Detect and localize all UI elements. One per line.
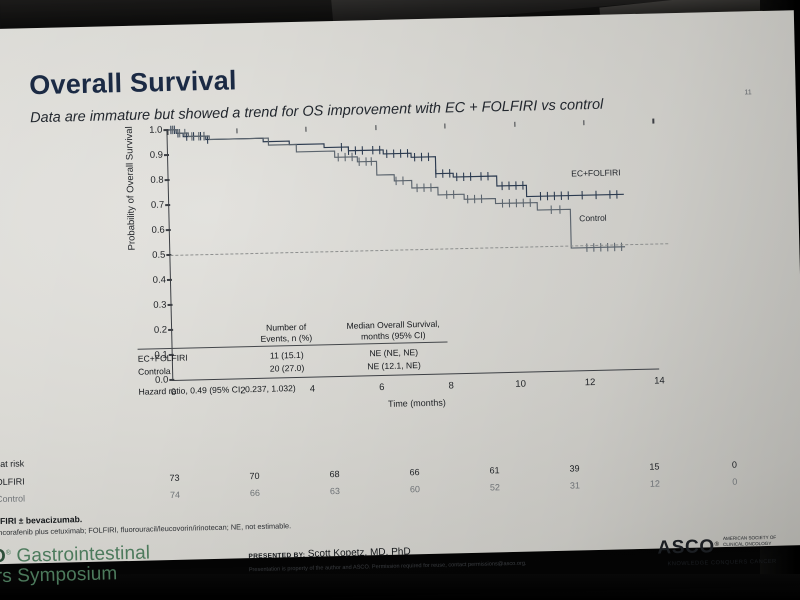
conference-logo-word: Gastrointestinal: [16, 542, 151, 567]
y-axis-title: Probability of Overall Survival: [123, 126, 138, 251]
at-risk-row-label: EC+FOLFIRI: [0, 476, 25, 488]
at-risk-value: 60: [409, 484, 421, 495]
curve-label-control: Control: [579, 212, 607, 224]
stats-table: Number of Events, n (%) Median Overall S…: [137, 318, 449, 397]
x-axis-title: Time (months): [387, 397, 446, 409]
curve-label-ecfolfiri: EC+FOLFIRI: [571, 167, 621, 179]
at-risk-value: 61: [489, 465, 500, 476]
x-axis-tick-mark: [444, 123, 446, 129]
y-axis-tick-label: 1.0: [149, 124, 163, 136]
x-axis-tick-mark: [375, 125, 377, 131]
censor-marks-control: [171, 125, 623, 252]
stats-header-events: Number of Events, n (%): [233, 321, 339, 345]
footnote-primary-text: FOLFIRI ± bevacizumab.: [0, 514, 83, 527]
at-risk-value: 39: [569, 463, 580, 474]
slide-content: Overall Survival Data are immature but s…: [0, 10, 800, 587]
y-axis-tick-mark: [163, 154, 169, 156]
projected-slide: Overall Survival Data are immature but s…: [0, 10, 800, 588]
conference-logo: SCO® Gastrointestinal ncers Symposium: [0, 542, 151, 588]
x-axis-tick-label: 14: [654, 375, 665, 387]
at-risk-row-label: Control: [0, 493, 26, 505]
y-axis-tick-label: 0.8: [150, 174, 164, 186]
x-axis-tick-mark: [652, 118, 654, 124]
y-axis-tick-label: 0.4: [152, 274, 167, 286]
y-axis-tick-mark: [164, 204, 170, 206]
y-axis-tick-label: 0.3: [153, 299, 167, 311]
at-risk-value: 70: [249, 470, 260, 482]
at-risk-value: 63: [329, 486, 341, 497]
x-axis-tick-mark: [513, 121, 516, 127]
stats-header-events-l2: Events, n (%): [260, 332, 313, 344]
y-axis-tick-label: 0.7: [150, 199, 165, 211]
x-axis-tick-mark: [166, 129, 169, 136]
floor-shadow: [0, 574, 800, 600]
y-axis-tick-label: 0.6: [151, 224, 165, 236]
footnote-primary: aFOLFIRI ± bevacizumab.: [0, 514, 82, 526]
y-axis-tick-mark: [167, 304, 173, 306]
at-risk-value: 0: [732, 476, 738, 487]
at-risk-title: No. at risk: [0, 458, 25, 470]
y-axis-tick-mark: [165, 229, 171, 231]
at-risk-value: 66: [249, 487, 261, 499]
y-axis-tick-mark: [164, 179, 170, 181]
at-risk-value: 0: [731, 459, 738, 470]
stats-median-os: NE (12.1, NE): [367, 360, 421, 372]
stats-header-median-l1: Median Overall Survival,: [346, 318, 440, 331]
registered-mark-icon: ®: [5, 549, 12, 557]
stats-arm: Controla: [137, 365, 171, 377]
x-axis-tick-mark: [305, 126, 307, 132]
y-axis-tick-mark: [166, 279, 172, 281]
at-risk-table: No. at risk EC+FOLFIRI Control 73 70 68 66 6…: [0, 442, 737, 504]
stats-header-blank: [137, 324, 233, 348]
asco-subtitle: AMERICAN SOCIETY OF CLINICAL ONCOLOGY: [723, 535, 777, 548]
at-risk-value: 73: [169, 472, 180, 484]
plot-area: Time (months) 0.0 0.1 0.2 0.3 0.4 0.5 0.6 0.7 0.…: [149, 118, 669, 409]
survival-curves: [167, 125, 626, 252]
x-axis-tick-label: 8: [448, 380, 455, 392]
page-title: Overall Survival: [28, 65, 237, 101]
y-axis-tick-label: 0.9: [149, 149, 164, 161]
at-risk-value: 52: [489, 482, 501, 493]
at-risk-value: 74: [169, 489, 181, 501]
km-chart: Probability of Overall Survival Time (mo…: [106, 118, 669, 409]
stats-header-events-l1: Number of: [265, 321, 307, 333]
censor-marks-ecfolfiri: [170, 125, 618, 201]
hazard-ratio: Hazard ratio, 0.49 (95% CI, 0.237, 1.032…: [138, 383, 296, 398]
x-axis-tick-label: 10: [515, 378, 527, 390]
stats-header-median-l2: months (95% CI): [360, 329, 426, 342]
at-risk-value: 12: [649, 478, 661, 489]
x-axis-tick-label: 12: [584, 376, 596, 389]
slide-number: 11: [744, 89, 752, 97]
at-risk-value: 66: [409, 467, 420, 478]
asco-logo-main: ASCO®AMERICAN SOCIETY OF CLINICAL ONCOLOG…: [657, 535, 776, 560]
asco-logo: ASCO®AMERICAN SOCIETY OF CLINICAL ONCOLOG…: [657, 535, 777, 568]
at-risk-value: 15: [649, 461, 660, 472]
km-curve-control: [167, 129, 626, 249]
asco-subtitle-l2: CLINICAL ONCOLOGY: [723, 540, 772, 548]
presented-by-label: PRESENTED BY:: [248, 551, 306, 561]
stats-header-median: Median Overall Survival, months (95% CI): [339, 318, 447, 342]
x-axis-tick-mark: [583, 120, 585, 126]
stats-events: 20 (27.0): [269, 362, 305, 374]
asco-wordmark: ASCO: [657, 536, 715, 559]
at-risk-value: 31: [569, 480, 581, 491]
registered-mark-icon: ®: [714, 541, 720, 548]
y-axis-tick-label: 0.5: [152, 249, 166, 261]
at-risk-value: 68: [329, 469, 340, 480]
x-axis-tick-mark: [236, 128, 238, 134]
